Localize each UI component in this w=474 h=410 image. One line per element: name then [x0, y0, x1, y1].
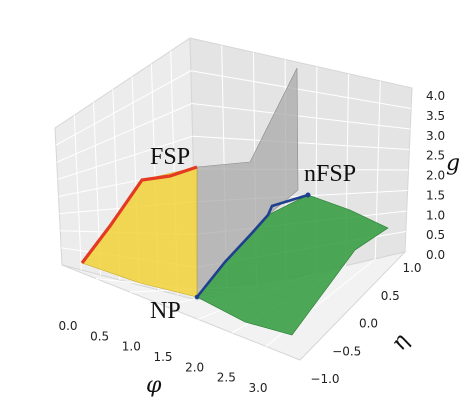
grid-line — [190, 70, 412, 109]
z-tick-label: 2.0 — [426, 169, 445, 183]
z-tick-label: 3.0 — [426, 129, 445, 143]
x-tick-label: 0.0 — [58, 319, 77, 333]
z-tick-label: 3.5 — [426, 109, 445, 123]
fsp-boundary-line — [80, 165, 198, 264]
y-tick-label: −1.0 — [310, 372, 339, 386]
y-tick-label: −0.5 — [332, 344, 361, 358]
grid-line — [55, 70, 192, 146]
y-tick-label: 1.0 — [402, 261, 421, 275]
nfsp-label: nFSP — [304, 161, 356, 187]
surfaces — [81, 67, 389, 336]
z-axis-ticks: 0.0 0.5 1.0 1.5 2.0 2.5 3.0 3.5 4.0 — [426, 89, 445, 262]
fsp-label: FSP — [150, 144, 190, 170]
z-axis-label: g — [446, 151, 460, 176]
phase-labels: FSP nFSP NP — [150, 144, 356, 324]
z-tick-label: 0.5 — [426, 228, 445, 242]
grid-line — [56, 103, 192, 163]
grid-line — [57, 135, 193, 180]
x-tick-label: 1.5 — [153, 350, 172, 364]
z-tick-label: 1.5 — [426, 188, 445, 202]
y-tick-label: 0.0 — [359, 317, 378, 331]
grid-line — [73, 115, 82, 271]
z-tick-label: 4.0 — [426, 89, 445, 103]
z-tick-label: 2.5 — [426, 149, 445, 163]
y-axis-label: η — [386, 330, 414, 355]
x-tick-label: 2.0 — [185, 360, 204, 374]
x-tick-label: 2.5 — [217, 371, 236, 385]
boundary-lines — [80, 165, 311, 300]
z-tick-label: 0.0 — [426, 248, 445, 262]
grid-line — [192, 135, 410, 150]
np-start-point — [194, 294, 200, 300]
x-tick-label: 0.5 — [90, 329, 109, 343]
y-axis-ticks: −1.0 −0.5 0.00.51.0 — [310, 261, 421, 386]
x-tick-label: 3.0 — [248, 381, 267, 395]
x-axis-label: φ — [146, 373, 162, 398]
np-point — [305, 192, 311, 198]
z-tick-label: 1.0 — [426, 208, 445, 222]
np-boundary-line — [195, 193, 309, 298]
x-tick-label: 1.0 — [122, 340, 141, 354]
grid-line — [191, 103, 411, 130]
y-tick-label: 0.5 — [381, 289, 400, 303]
np-label: NP — [150, 298, 181, 324]
x-axis-ticks: 0.0 0.5 1.0 1.5 2.0 2.5 3.0 — [58, 319, 267, 395]
